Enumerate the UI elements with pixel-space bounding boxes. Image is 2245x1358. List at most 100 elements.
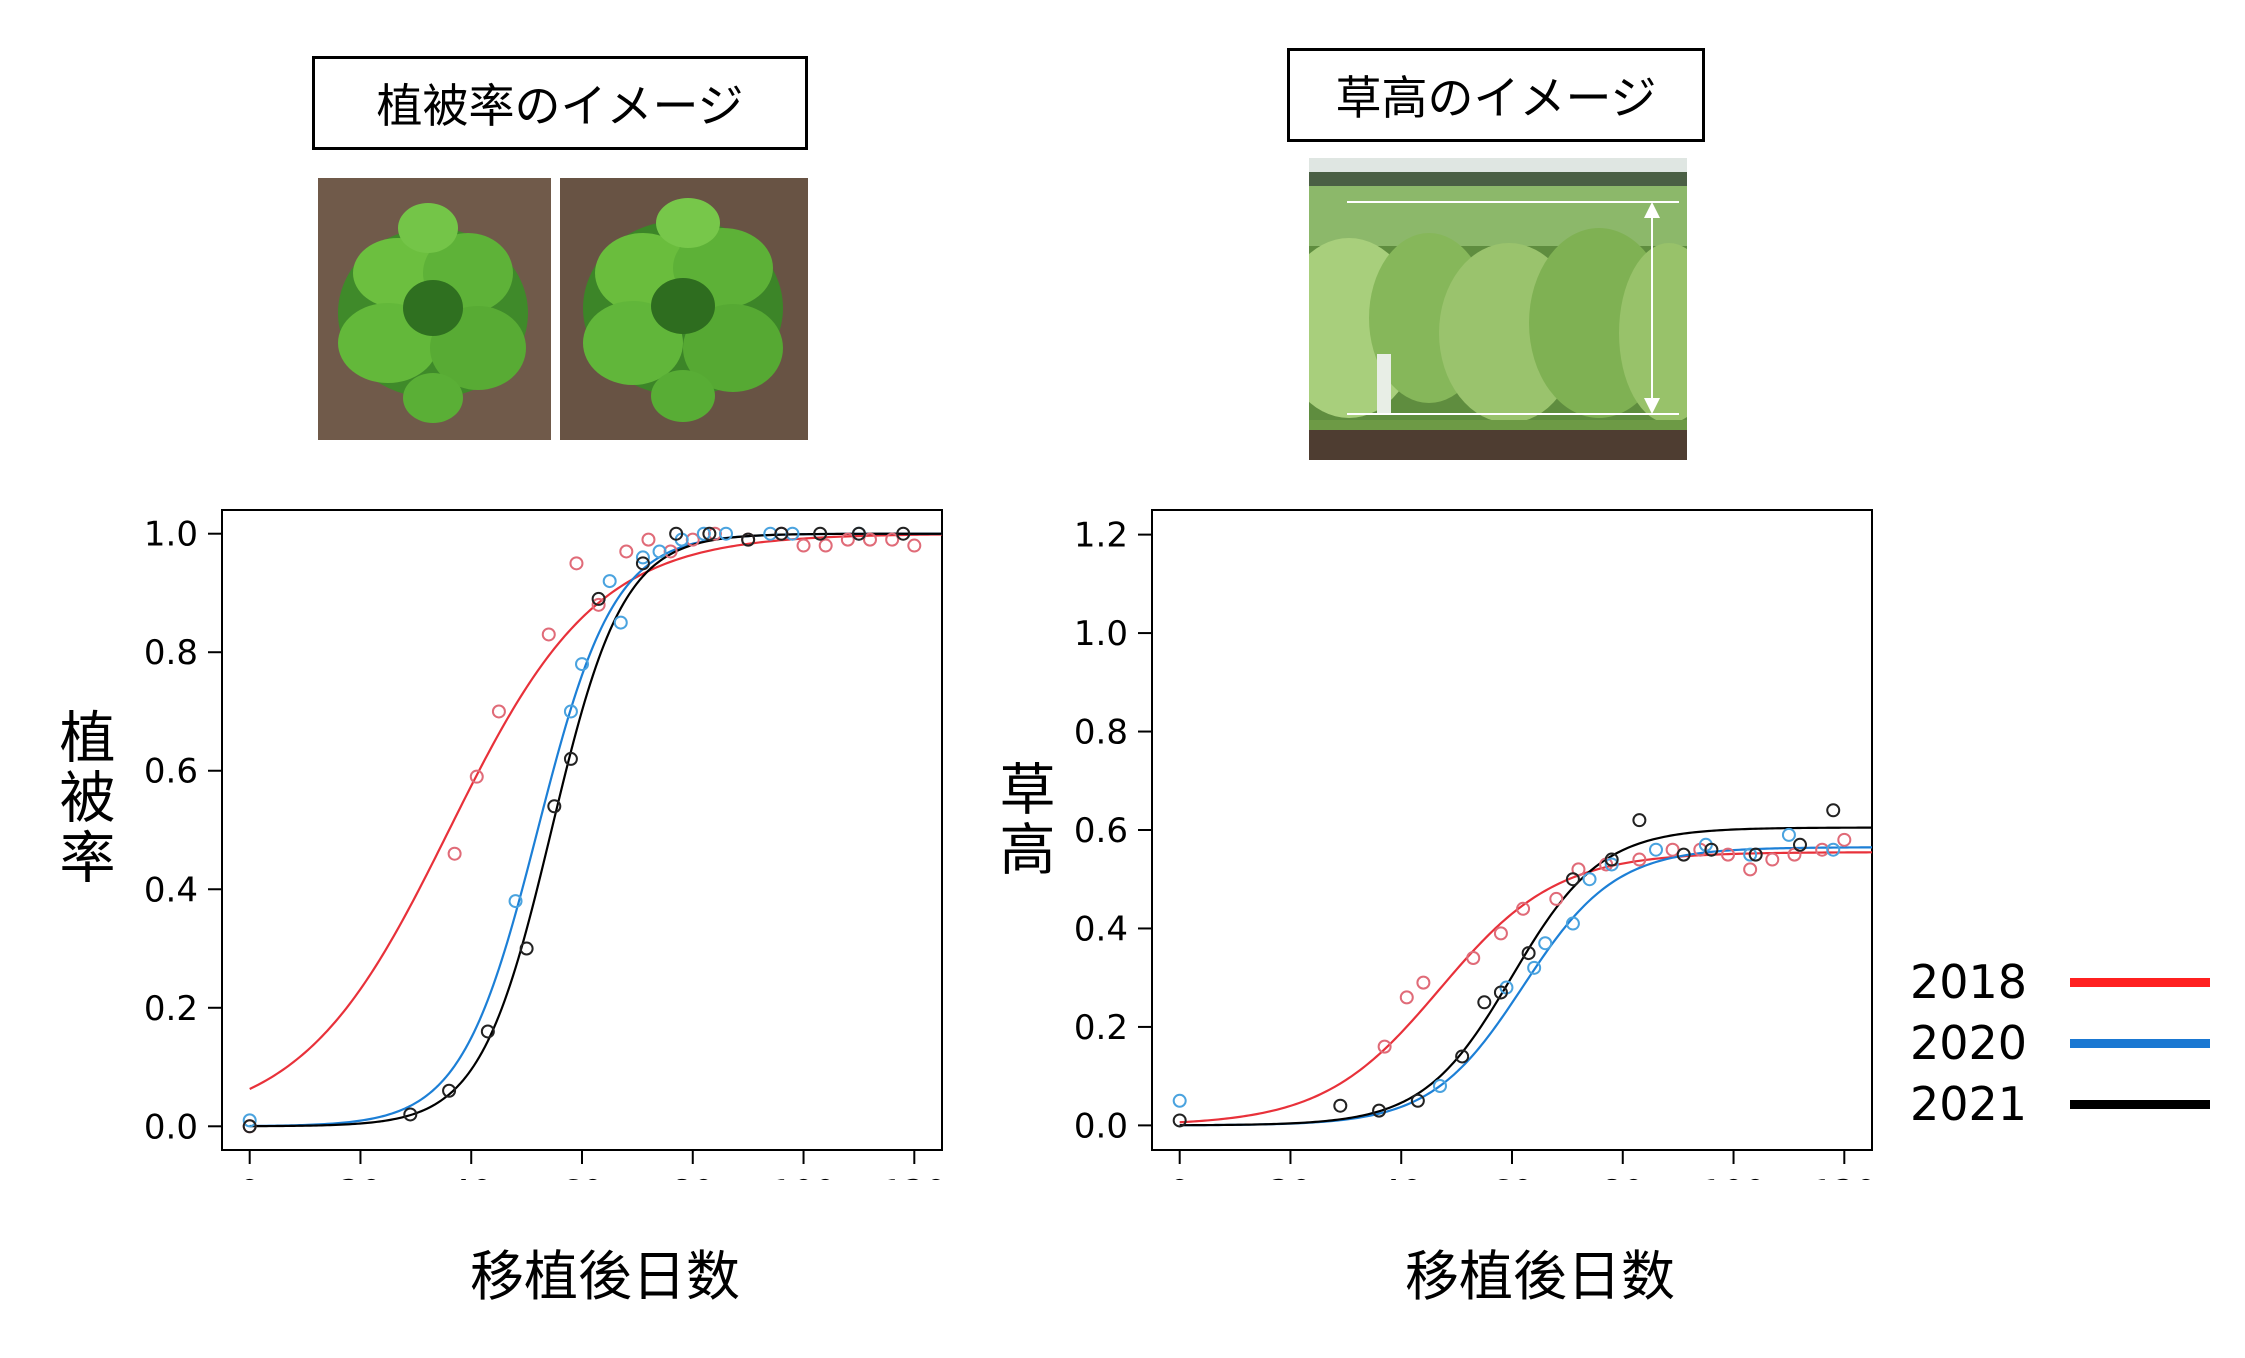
plant-height-y-tick-label: 0.6	[1074, 811, 1128, 851]
cover-rate-point-2018	[796, 538, 811, 553]
plant-height-x-tick-label: 0	[1169, 1173, 1191, 1180]
legend-swatch-2020	[2070, 1038, 2210, 1048]
cover-rate-x-axis-label: 移植後日数	[470, 1245, 740, 1308]
plant-height-point-2020	[1582, 872, 1597, 887]
plant-height-point-2018	[1399, 990, 1414, 1005]
cover-rate-point-2020	[696, 526, 711, 541]
cover-rate-point-2020	[575, 657, 589, 672]
cover-rate-point-2020	[652, 544, 667, 559]
plant-height-point-2020	[1743, 847, 1758, 862]
plant-height-point-2021	[1493, 985, 1508, 1000]
cover-rate-point-2018	[840, 532, 855, 547]
plant-height-point-2020	[1527, 960, 1542, 975]
plant-height-plot-frame	[1151, 509, 1873, 1151]
plant-height-fit-line-2021	[1179, 826, 1872, 1127]
cover-rate-point-2021	[242, 1119, 257, 1134]
cover-rate-point-2021	[635, 556, 650, 571]
cover-rate-x-tick-label: 80	[671, 1173, 714, 1180]
cover-rate-point-2021	[851, 526, 866, 541]
plant-height-point-2018	[1721, 847, 1735, 862]
plant-height-x-axis-label: 移植後日数	[1405, 1245, 1675, 1308]
cover-rate-point-2021	[813, 526, 828, 541]
cover-rate-x-tick-label: 40	[450, 1173, 493, 1180]
plant-height-point-2018	[1377, 1039, 1392, 1054]
plant-height-x-tick-label: 20	[1269, 1173, 1312, 1180]
height-image-caption-text: 草高のイメージ	[1335, 71, 1657, 125]
cover-rate-x-tick-label: 60	[560, 1173, 603, 1180]
cover-rate-x-tick-label: 120	[882, 1173, 947, 1180]
legend-swatch-2021	[2070, 1099, 2210, 1109]
legend-swatch-2018	[2070, 977, 2210, 987]
cover-rate-point-2021	[774, 526, 789, 541]
plant-height-point-2018	[1416, 975, 1431, 990]
cover-rate-point-2020	[613, 615, 628, 630]
plant-height-point-2021	[1372, 1103, 1387, 1118]
cover-rate-point-2021	[702, 526, 717, 541]
plant-height-point-2021	[1826, 803, 1841, 818]
cover-rate-point-2020	[242, 1113, 257, 1128]
cover-rate-point-2018	[619, 544, 634, 559]
cover-rate-point-2021	[563, 751, 578, 766]
plant-height-y-tick-label: 0.4	[1074, 909, 1128, 949]
cover-rate-y-tick-label: 0.8	[144, 633, 198, 673]
plant-height-x-tick-label: 60	[1490, 1173, 1533, 1180]
plant-height-y-tick-label: 1.2	[1074, 516, 1128, 556]
cover-rate-point-2021	[442, 1083, 457, 1098]
cover-rate-x-tick-label: 20	[339, 1173, 382, 1180]
plant-height-point-2018	[1632, 852, 1647, 867]
cover-rate-y-tick-label: 0.4	[144, 870, 198, 910]
legend-label-2018: 2018	[1910, 955, 2028, 1009]
plant-height-point-2020	[1172, 1093, 1187, 1108]
cover-rate-point-2021	[519, 941, 534, 956]
legend-item-2021: 2021	[1910, 1077, 2210, 1131]
height-image-caption: 草高のイメージ	[1287, 48, 1705, 142]
plant-height-point-2020	[1538, 936, 1553, 951]
plant-height-point-2018	[1493, 926, 1508, 941]
plant-height-point-2021	[1477, 995, 1492, 1010]
cover-rate-point-2021	[480, 1024, 495, 1039]
cover-rate-point-2020	[635, 550, 650, 565]
cover-rate-point-2018	[907, 538, 922, 553]
cover-rate-fit-line-2021	[249, 532, 942, 1128]
cover-rate-point-2021	[547, 799, 562, 814]
plant-height-point-2018	[1466, 951, 1481, 965]
cover-rate-point-2018	[469, 769, 484, 784]
cover-rate-point-2021	[403, 1107, 418, 1122]
cover-rate-photo	[318, 178, 808, 440]
cover-rate-y-tick-label: 1.0	[144, 515, 198, 555]
cover-rate-point-2021	[591, 591, 606, 606]
cover-rate-x-tick-label: 100	[771, 1173, 836, 1180]
cover-rate-y-tick-label: 0.6	[144, 752, 198, 792]
plant-height-x-tick-label: 100	[1701, 1173, 1766, 1180]
cover-rate-point-2018	[641, 532, 656, 547]
plant-height-point-2020	[1604, 857, 1619, 872]
plant-height-y-tick-label: 0.8	[1074, 713, 1128, 753]
cover-rate-point-2020	[563, 704, 578, 719]
legend-item-2018: 2018	[1910, 955, 2210, 1009]
cover-rate-x-tick-label: 0	[239, 1173, 261, 1180]
cover-rate-y-tick-label: 0.2	[144, 989, 198, 1029]
cover-rate-point-2018	[863, 532, 877, 547]
plant-height-x-tick-label: 40	[1380, 1173, 1423, 1180]
plant-height-point-2021	[1704, 842, 1719, 857]
plant-height-x-tick-label: 120	[1812, 1173, 1877, 1180]
plant-height-point-2021	[1632, 813, 1647, 828]
cover-image-caption: 植被率のイメージ	[312, 56, 808, 150]
cover-image-caption-text: 植被率のイメージ	[376, 79, 744, 133]
plant-height-point-2018	[1516, 901, 1531, 916]
cover-rate-y-axis-label: 植被率	[50, 708, 115, 888]
beet-top-view-photo	[318, 178, 808, 440]
plant-height-y-axis-label: 草高	[990, 760, 1055, 880]
plant-height-photo	[1309, 158, 1687, 460]
plant-height-y-tick-label: 0.0	[1074, 1106, 1128, 1146]
cover-rate-fit-line-2020	[249, 532, 942, 1128]
cover-rate-point-2021	[896, 526, 911, 541]
plant-height-point-2018	[1837, 832, 1852, 847]
plant-height-y-tick-label: 0.2	[1074, 1008, 1128, 1048]
cover-rate-fit-line-2018	[249, 533, 942, 1090]
cover-rate-point-2021	[741, 532, 756, 547]
plant-height-y-tick-label: 1.0	[1074, 614, 1128, 654]
cover-rate-y-tick-label: 0.0	[144, 1107, 198, 1147]
plant-height-point-2021	[1333, 1098, 1348, 1113]
plant-height-point-2020	[1565, 916, 1580, 931]
